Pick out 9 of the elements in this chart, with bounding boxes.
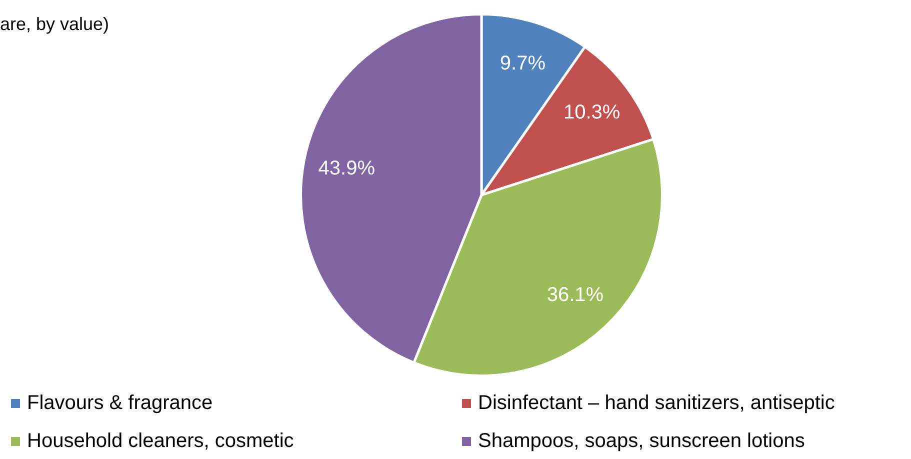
chart-title: are, by value)	[0, 14, 110, 35]
data-label: 9.7%	[500, 52, 546, 74]
legend-label: Shampoos, soaps, sunscreen lotions	[478, 430, 805, 453]
data-label: 10.3%	[564, 102, 620, 124]
legend-label: Flavours & fragrance	[27, 392, 213, 415]
data-label: 43.9%	[318, 157, 376, 180]
legend-label: Disinfectant – hand sanitizers, antiseptic	[478, 392, 835, 415]
legend-label: Household cleaners, cosmetic	[27, 430, 294, 453]
data-label: 36.1%	[546, 284, 604, 306]
